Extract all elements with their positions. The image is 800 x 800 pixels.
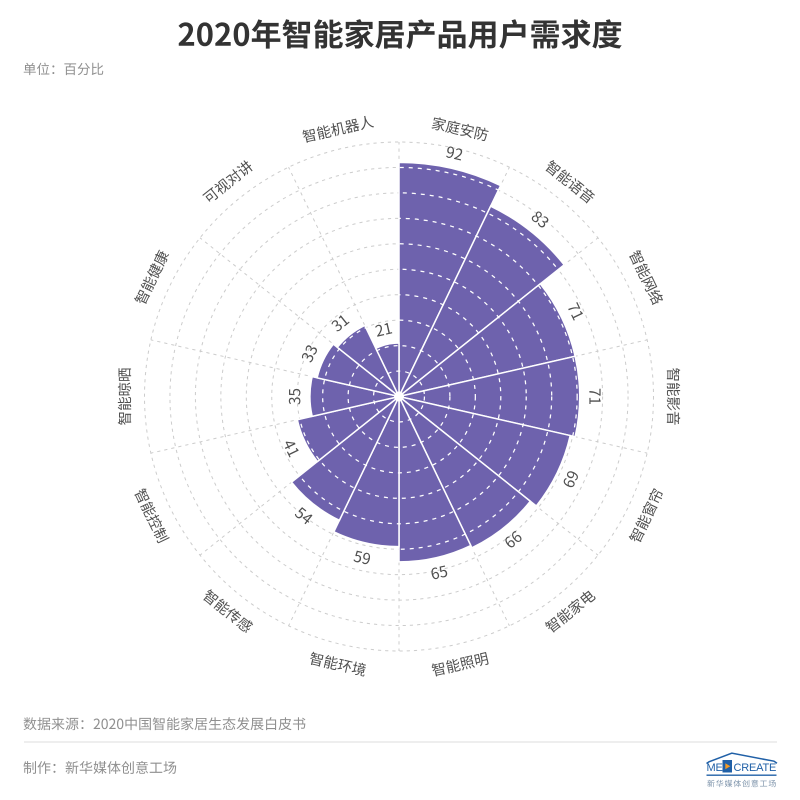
svg-text:ME: ME (707, 762, 723, 774)
svg-text:CREATE: CREATE (734, 762, 777, 774)
